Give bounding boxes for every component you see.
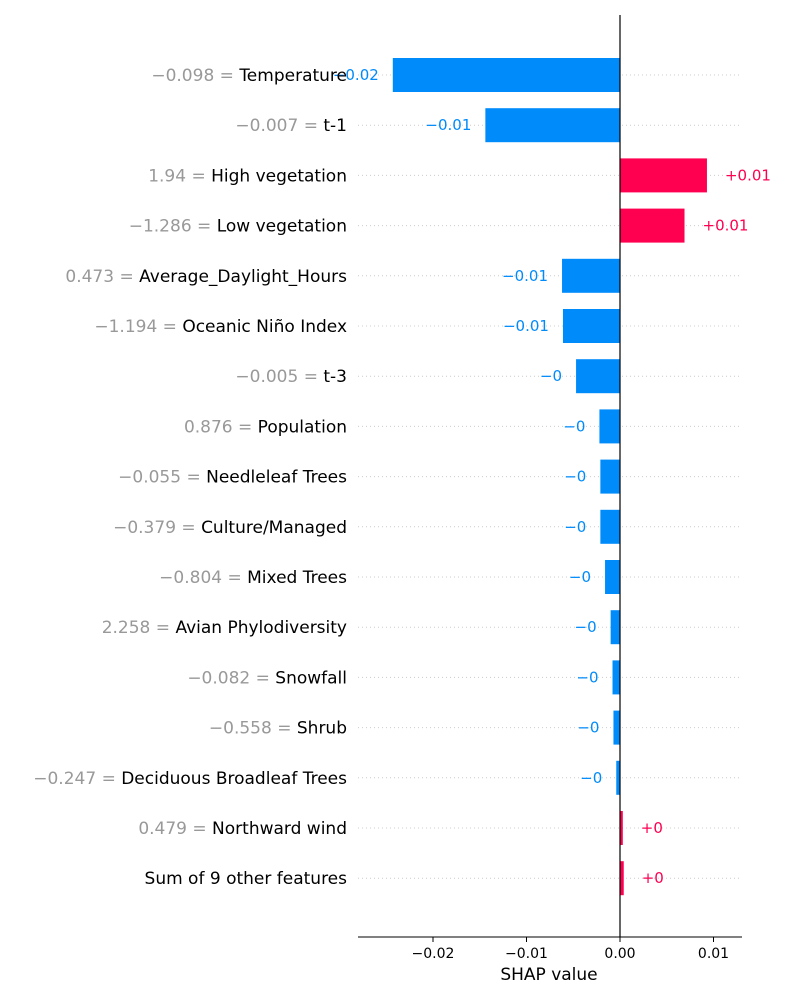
feature-name: Oceanic Niño Index	[182, 317, 347, 337]
feature-label: −0.379 = Culture/Managed	[113, 518, 347, 538]
shap-bar	[599, 409, 620, 444]
bar-value-label: −0	[564, 468, 586, 486]
feature-name: Northward wind	[212, 819, 347, 839]
feature-name: Avian Phylodiversity	[175, 618, 347, 638]
feature-name: Average_Daylight_Hours	[139, 267, 347, 287]
feature-label: Sum of 9 other features	[145, 869, 348, 889]
feature-value: −0.055 =	[118, 468, 206, 488]
label-layer: −0.02−0.098 = Temperature−0.01−0.007 = t…	[33, 66, 771, 889]
bar-value-label: +0	[641, 819, 663, 837]
feature-value: 0.473 =	[65, 267, 139, 287]
feature-value: −0.007 =	[235, 116, 323, 136]
bar-value-label: −0	[563, 417, 585, 435]
x-axis-label: SHAP value	[500, 965, 597, 985]
bar-value-label: +0.01	[703, 217, 749, 235]
bar-value-label: +0.01	[725, 166, 771, 184]
feature-label: −0.007 = t-1	[235, 116, 347, 136]
shap-bar	[612, 660, 620, 695]
bar-value-label: +0	[642, 869, 664, 887]
feature-value: −0.005 =	[235, 367, 323, 387]
feature-label: −0.247 = Deciduous Broadleaf Trees	[33, 769, 347, 789]
shap-bar	[620, 158, 707, 193]
bar-value-label: −0	[576, 668, 598, 686]
feature-value: −1.194 =	[94, 317, 182, 337]
bar-value-label: −0	[580, 769, 602, 787]
feature-label: 0.876 = Population	[184, 417, 347, 437]
bar-value-label: −0	[577, 719, 599, 737]
feature-name: Needleleaf Trees	[206, 468, 347, 488]
feature-label: 2.258 = Avian Phylodiversity	[102, 618, 347, 638]
feature-label: −0.055 = Needleleaf Trees	[118, 468, 347, 488]
feature-name: Mixed Trees	[247, 568, 347, 588]
feature-value: −1.286 =	[129, 217, 217, 237]
feature-name: High vegetation	[211, 166, 347, 186]
bar-layer	[392, 58, 707, 896]
shap-bar	[605, 560, 620, 594]
feature-name: t-1	[323, 116, 347, 136]
grid-layer	[358, 74, 742, 879]
feature-value: −0.804 =	[159, 568, 247, 588]
x-tick-label: 0.00	[604, 946, 635, 962]
bar-value-label: −0.02	[333, 66, 379, 84]
feature-label: 0.473 = Average_Daylight_Hours	[65, 267, 347, 287]
feature-name: t-3	[323, 367, 347, 387]
feature-value: 0.479 =	[138, 819, 212, 839]
feature-label: −0.558 = Shrub	[209, 719, 347, 739]
shap-bar	[485, 108, 620, 143]
feature-name: Culture/Managed	[201, 518, 347, 538]
shap-bar	[392, 58, 620, 92]
feature-label: −0.005 = t-3	[235, 367, 347, 387]
bar-value-label: −0	[540, 367, 562, 385]
feature-label: −0.082 = Snowfall	[187, 668, 347, 688]
shap-bar	[576, 359, 620, 394]
feature-label: −0.098 = Temperature	[151, 66, 347, 86]
feature-value: 2.258 =	[102, 618, 176, 638]
shap-bar	[600, 459, 620, 494]
feature-name: Shrub	[297, 719, 347, 739]
feature-name: Population	[258, 417, 347, 437]
shap-bar	[620, 208, 685, 243]
feature-value: −0.098 =	[151, 66, 239, 86]
feature-name: Snowfall	[275, 668, 347, 688]
feature-name: Low vegetation	[217, 217, 347, 237]
feature-value: 0.876 =	[184, 417, 258, 437]
feature-name: Sum of 9 other features	[145, 869, 348, 889]
x-tick-layer: −0.02 −0.01 0.00 0.01	[412, 937, 729, 962]
shap-bar	[600, 509, 620, 544]
feature-label: −1.286 = Low vegetation	[129, 217, 347, 237]
shap-bar	[620, 861, 624, 896]
bar-value-label: −0	[564, 518, 586, 536]
x-tick-label: −0.01	[505, 946, 548, 962]
shap-bar	[616, 760, 620, 795]
feature-value: −0.247 =	[33, 769, 121, 789]
feature-value: −0.379 =	[113, 518, 201, 538]
feature-label: 1.94 = High vegetation	[148, 166, 347, 186]
feature-name: Temperature	[238, 66, 347, 86]
shap-bar	[613, 710, 620, 745]
feature-label: −0.804 = Mixed Trees	[159, 568, 347, 588]
x-tick-label: −0.02	[412, 946, 455, 962]
bar-value-label: −0.01	[502, 267, 548, 285]
bar-value-label: −0	[575, 618, 597, 636]
feature-label: −1.194 = Oceanic Niño Index	[94, 317, 347, 337]
feature-value: −0.082 =	[187, 668, 275, 688]
shap-bar	[620, 811, 623, 845]
feature-label: 0.479 = Northward wind	[138, 819, 347, 839]
shap-bar	[562, 258, 620, 293]
feature-value: 1.94 =	[148, 166, 211, 186]
x-tick-label: 0.01	[698, 946, 729, 962]
feature-value: −0.558 =	[209, 719, 297, 739]
feature-name: Deciduous Broadleaf Trees	[121, 769, 347, 789]
bar-value-label: −0.01	[503, 317, 549, 335]
shap-bar	[610, 610, 620, 645]
bar-value-label: −0	[569, 568, 591, 586]
shap-bar	[562, 309, 620, 343]
bar-value-label: −0.01	[425, 116, 471, 134]
